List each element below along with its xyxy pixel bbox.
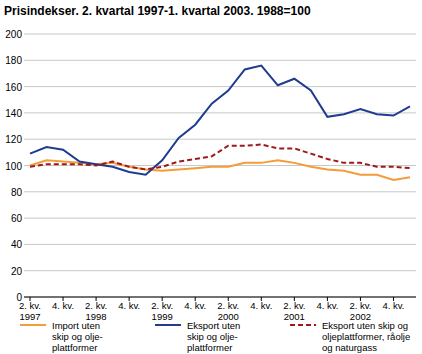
text-line: oljeplattformer, råolje	[322, 331, 410, 342]
x-tick-label: 4. kv.	[118, 300, 140, 311]
legend-swatch	[155, 324, 181, 326]
text-line: 4. kv.	[52, 300, 74, 311]
text-line: 1999	[152, 311, 173, 322]
x-tick-label: 2. kv.2002	[349, 300, 371, 322]
legend-label: Eksport utenskip og olje-plattformer	[187, 320, 240, 353]
text-line: og naturgass	[322, 342, 377, 353]
series-line	[30, 144, 410, 169]
grid-line	[24, 244, 416, 245]
series-line	[30, 66, 410, 175]
grid-line	[24, 112, 416, 113]
grid-line	[24, 191, 416, 192]
text-line: 2. kv.	[349, 300, 371, 311]
text-line: 1997	[19, 311, 40, 322]
y-tick-label: 80	[11, 187, 23, 198]
text-line: 2. kv.	[85, 300, 107, 311]
chart: Prisindekser. 2. kvartal 1997-1. kvartal…	[0, 0, 422, 354]
text-line: skip og olje-	[187, 331, 238, 342]
x-tick-label: 4. kv.	[184, 300, 206, 311]
x-tick-label: 4. kv.	[250, 300, 272, 311]
y-tick-label: 120	[5, 134, 22, 145]
x-tick-label: 4. kv.	[52, 300, 74, 311]
text-line: 2. kv.	[217, 300, 239, 311]
text-line: plattformer	[52, 342, 97, 353]
legend-label: Eksport uten skip ogoljeplattformer, råo…	[322, 320, 410, 353]
text-line: 4. kv.	[118, 300, 140, 311]
text-line: plattformer	[187, 342, 232, 353]
y-tick-label: 100	[5, 161, 22, 172]
legend-swatch	[20, 324, 46, 326]
grid-line	[24, 218, 416, 219]
x-tick-label: 2. kv.2001	[283, 300, 305, 322]
x-tick-label: 2. kv.2000	[217, 300, 239, 322]
text-line: 4. kv.	[184, 300, 206, 311]
grid-line	[24, 60, 416, 61]
text-line: Eksport uten	[187, 320, 240, 331]
grid-line	[24, 297, 416, 298]
y-tick-label: 60	[11, 213, 23, 224]
grid-line	[24, 139, 416, 140]
text-line: Import uten	[52, 320, 100, 331]
grid-line	[24, 86, 416, 87]
text-line: 4. kv.	[250, 300, 272, 311]
x-tick-label: 4. kv.	[382, 300, 404, 311]
x-tick-label: 4. kv.	[316, 300, 338, 311]
text-line: 2001	[284, 311, 305, 322]
x-axis	[24, 297, 416, 298]
legend-label: Import utenskip og olje-plattformer	[52, 320, 103, 353]
text-line: 4. kv.	[316, 300, 338, 311]
text-line: skip og olje-	[52, 331, 103, 342]
title: Prisindekser. 2. kvartal 1997-1. kvartal…	[4, 4, 311, 18]
text-line: 2. kv.	[19, 300, 41, 311]
y-tick-label: 140	[5, 108, 22, 119]
y-tick-label: 160	[5, 82, 22, 93]
grid-line	[24, 270, 416, 271]
x-tick-label: 2. kv.1999	[151, 300, 173, 322]
plot-area	[30, 66, 410, 180]
x-tick-label: 2. kv.1998	[85, 300, 107, 322]
text-line: 4. kv.	[382, 300, 404, 311]
legend-swatch	[290, 324, 316, 326]
y-tick-label: 20	[11, 266, 23, 277]
text-line: Eksport uten skip og	[322, 320, 408, 331]
y-tick-label: 200	[5, 29, 22, 40]
text-line: 2. kv.	[283, 300, 305, 311]
x-tick-label: 2. kv.1997	[19, 300, 41, 322]
y-tick-label: 180	[5, 55, 22, 66]
grid-line	[24, 34, 416, 35]
text-line: 2. kv.	[151, 300, 173, 311]
y-tick-label: 40	[11, 239, 23, 250]
